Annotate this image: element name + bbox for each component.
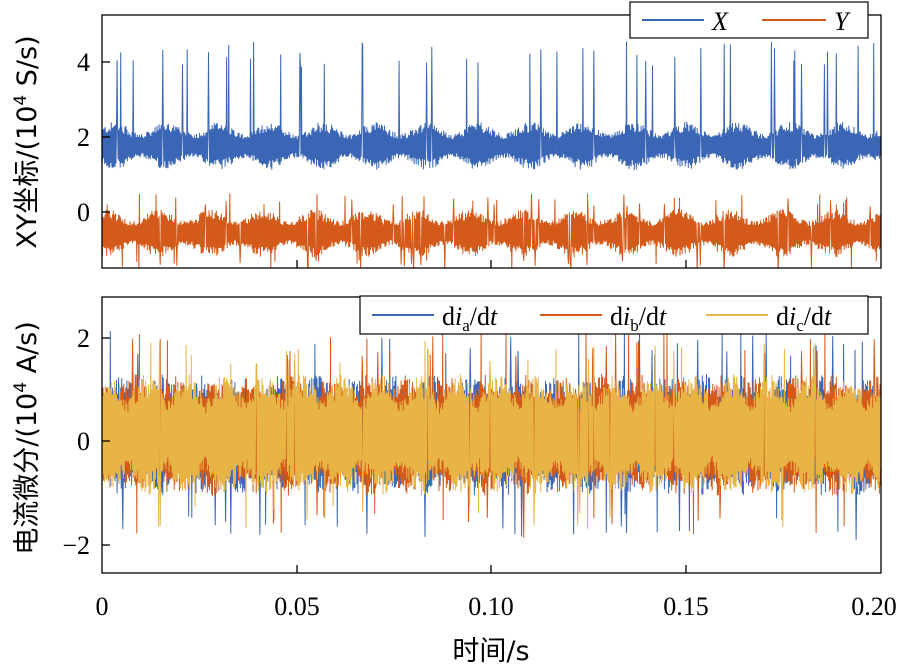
top-ytick-label-2: 4 [77, 48, 90, 77]
top-series-group [102, 41, 881, 268]
xtick-label-2: 0.10 [468, 592, 514, 621]
bottom-ytick-label-0: −2 [62, 531, 90, 560]
legend-label-x: X [711, 7, 729, 36]
xtick-label-3: 0.15 [663, 592, 709, 621]
legend-label-dia: dia/dt [442, 302, 498, 335]
legend-label-dib: dib/dt [610, 302, 667, 335]
bottom-ytick-label-1: 0 [77, 427, 90, 456]
top-ytick-label-0: 0 [77, 198, 90, 227]
bottom-ylabel-exp: 4 [11, 382, 31, 393]
top-panel: 0 2 4 XY坐标/(104 S/s) X Y [11, 1, 882, 269]
legend-label-dic: dic/dt [776, 302, 832, 335]
bottom-ylabel-suffix: A/s) [12, 321, 43, 382]
bottom-ytick-label-2: 2 [77, 324, 90, 353]
top-ylabel: XY坐标/(104 S/s) [11, 35, 43, 248]
xtick-label-0: 0 [96, 592, 109, 621]
top-ytick-label-1: 2 [77, 123, 90, 152]
bottom-legend-box [359, 295, 869, 335]
xtick-label-1: 0.05 [274, 592, 320, 621]
bottom-legend: dia/dt dib/dt dic/dt [359, 295, 869, 335]
bottom-ylabel-prefix: 电流微分/(10 [12, 393, 43, 555]
top-ylabel-exp: 4 [11, 95, 31, 106]
top-ylabel-suffix: S/s) [12, 35, 43, 94]
series-line-y [102, 193, 881, 268]
bottom-series-group [102, 330, 881, 540]
series-line-x [102, 41, 881, 171]
xtick-label-4: 0.20 [851, 592, 897, 621]
bottom-ylabel: 电流微分/(104 A/s) [11, 321, 43, 555]
bottom-panel: −2 0 2 0 0.05 0.10 0.15 0.20 时间/s 电流微分/(… [11, 295, 897, 667]
series-line-dic-dt [102, 340, 881, 529]
top-legend: X Y [629, 1, 869, 39]
legend-label-y: Y [834, 7, 851, 36]
top-ylabel-prefix: XY坐标/(10 [12, 106, 43, 249]
bottom-xlabel: 时间/s [452, 636, 529, 667]
